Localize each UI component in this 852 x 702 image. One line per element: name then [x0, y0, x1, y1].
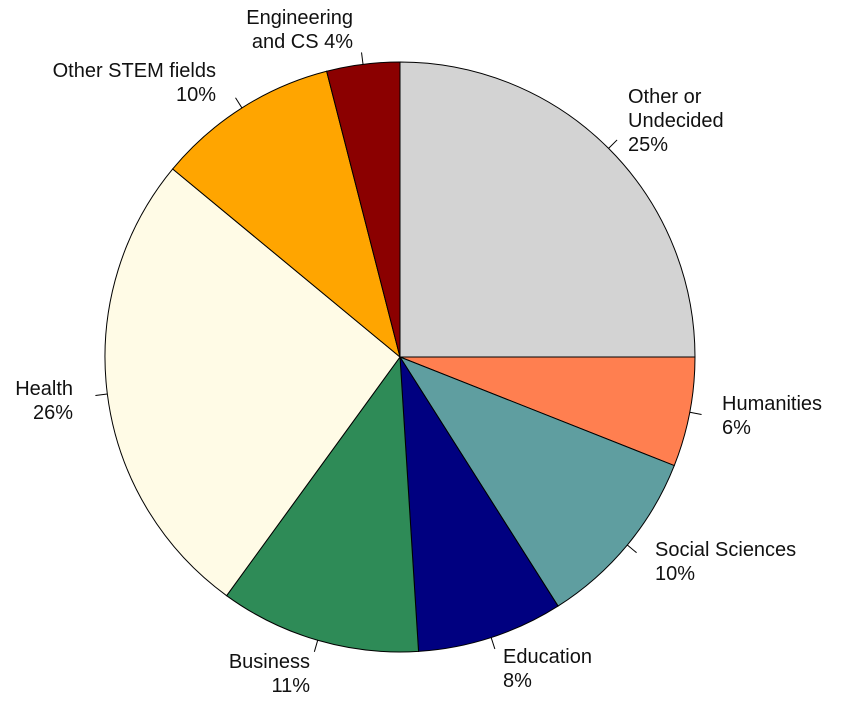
slice-label: Engineering and CS 4% [246, 7, 353, 53]
slice-label: Humanities 6% [722, 393, 822, 439]
label-tick [608, 139, 618, 149]
pie-slice [399, 61, 696, 358]
slice-label-line: Social Sciences [655, 539, 796, 561]
label-tick [235, 97, 243, 109]
slice-label-line: Engineering [246, 7, 353, 29]
pie-slices [104, 61, 696, 653]
slice-label-line: and CS 4% [252, 31, 353, 53]
slice-label-line: Undecided [628, 110, 724, 132]
slice-label-line: 8% [503, 670, 532, 692]
slice-label: Social Sciences 10% [655, 539, 796, 585]
pie-slice [225, 355, 420, 653]
slice-label: Health 26% [15, 378, 73, 424]
label-tick [95, 393, 108, 396]
pie-slice [171, 70, 401, 359]
slice-label-line: 11% [271, 675, 310, 697]
slice-label-line: 25% [628, 134, 668, 156]
slice-label-line: 26% [33, 402, 73, 424]
slice-label-line: Humanities [722, 393, 822, 415]
pie-slice [398, 355, 675, 607]
pie-slice [104, 168, 401, 597]
slice-label-line: Other or [628, 86, 702, 108]
slice-label: Other STEM fields 10% [53, 60, 217, 106]
label-tick [313, 640, 319, 652]
slice-labels: Other or Undecided 25% Humanities 6% Social S… [15, 7, 822, 697]
pie-slice [399, 356, 559, 652]
slice-label: Business 11% [229, 651, 310, 697]
slice-label: Education 8% [503, 646, 592, 692]
label-tick [490, 637, 496, 650]
slice-label-line: Business [229, 651, 310, 673]
slice-label: Other or Undecided 25% [628, 86, 724, 156]
label-tick [689, 411, 702, 416]
slice-label-line: Health [15, 378, 73, 400]
slice-label-line: 10% [655, 563, 695, 585]
slice-label-line: Other STEM fields [53, 60, 216, 82]
slice-label-line: 10% [176, 84, 216, 106]
label-tick [626, 544, 637, 554]
label-tick [361, 52, 364, 65]
label-ticks [95, 52, 702, 652]
slice-label-line: 6% [722, 417, 751, 439]
slice-label-line: Education [503, 646, 592, 668]
